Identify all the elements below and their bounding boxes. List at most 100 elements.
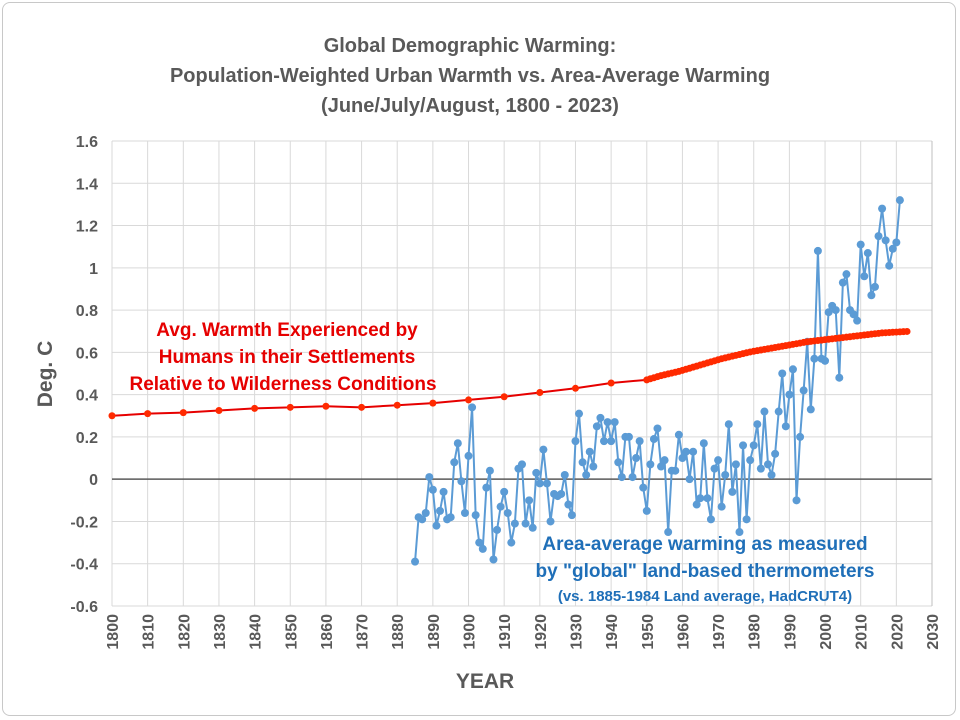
red-annotation-line1: Avg. Warmth Experienced by	[156, 320, 418, 341]
blue-series-point	[500, 487, 509, 496]
red-series-point	[251, 404, 259, 412]
blue-series-point	[721, 470, 730, 479]
blue-series-point	[589, 462, 598, 471]
x-tick-label: 1960	[675, 614, 692, 650]
blue-series-point	[888, 244, 897, 253]
blue-series-point	[653, 424, 662, 433]
red-series-point	[144, 410, 152, 418]
y-tick-label: 0.6	[76, 345, 98, 362]
blue-series-point	[485, 466, 494, 475]
blue-series-point	[831, 306, 840, 315]
red-series-point	[465, 396, 473, 404]
blue-series-point	[860, 272, 869, 281]
red-series-point	[358, 403, 366, 411]
blue-series-point	[674, 430, 683, 439]
blue-series-point	[728, 487, 737, 496]
x-tick-label: 2010	[854, 614, 871, 650]
blue-series-point	[411, 557, 420, 566]
blue-series-point	[628, 473, 637, 482]
blue-series-point	[696, 494, 705, 503]
blue-series-point	[856, 240, 865, 249]
blue-series-point	[493, 525, 502, 534]
y-axis-label: Deg. C	[34, 341, 57, 408]
blue-series-point	[418, 515, 427, 524]
blue-series-point	[496, 502, 505, 511]
blue-series-point	[571, 437, 580, 446]
blue-series-point	[771, 449, 780, 458]
blue-series-point	[849, 310, 858, 319]
red-series-point	[179, 409, 187, 417]
blue-series-point	[582, 470, 591, 479]
blue-series-point	[885, 261, 894, 270]
red-annotation-line3: Relative to Wilderness Conditions	[129, 374, 436, 395]
blue-series-point	[535, 479, 544, 488]
blue-series-point	[603, 418, 612, 427]
blue-series-point	[632, 454, 641, 463]
blue-annotation-line2: by "global" land-based thermometers	[536, 561, 875, 582]
blue-series-point	[542, 479, 551, 488]
blue-series-point	[870, 282, 879, 291]
x-tick-label: 1910	[497, 614, 514, 650]
blue-series-point	[774, 407, 783, 416]
blue-series-point	[528, 523, 537, 532]
blue-series-point	[838, 278, 847, 287]
x-tick-label: 1860	[319, 614, 336, 650]
y-tick-label: 1.6	[76, 134, 98, 151]
x-tick-label: 1820	[176, 614, 193, 650]
red-series-point	[571, 384, 579, 392]
blue-series-point	[881, 236, 890, 245]
blue-series-point	[892, 238, 901, 247]
blue-series-point	[649, 435, 658, 444]
red-series-point	[393, 401, 401, 409]
x-tick-label: 1800	[105, 614, 122, 650]
blue-series-point	[706, 515, 715, 524]
blue-series-point	[575, 409, 584, 418]
x-tick-label: 1990	[782, 614, 799, 650]
blue-series-point	[660, 456, 669, 465]
blue-series-point	[539, 445, 548, 454]
chart-title-line3: (June/July/August, 1800 - 2023)	[321, 95, 619, 117]
blue-series-point	[425, 473, 434, 482]
blue-series-point	[532, 468, 541, 477]
blue-series-point	[785, 390, 794, 399]
blue-series-point	[439, 487, 448, 496]
blue-series-point	[646, 460, 655, 469]
blue-series-point	[671, 466, 680, 475]
blue-series-point	[475, 538, 484, 547]
y-tick-label: 0.8	[76, 303, 98, 320]
x-tick-label: 1930	[568, 614, 585, 650]
x-tick-label: 1980	[747, 614, 764, 650]
blue-series-point	[749, 441, 758, 450]
blue-series-point	[731, 460, 740, 469]
y-tick-label: -0.4	[70, 557, 98, 574]
x-tick-label: 1830	[212, 614, 229, 650]
blue-series-point	[464, 451, 473, 460]
x-tick-label: 1840	[248, 614, 265, 650]
blue-series-point	[703, 494, 712, 503]
blue-series-point	[510, 519, 519, 528]
red-annotation-line2: Humans in their Settlements	[159, 347, 416, 368]
blue-series-point	[756, 464, 765, 473]
x-tick-label: 2000	[818, 614, 835, 650]
blue-series-point	[507, 538, 516, 547]
red-series-point	[607, 379, 615, 387]
blue-series-point	[685, 475, 694, 484]
blue-series-point	[478, 544, 487, 553]
blue-series-point	[468, 403, 477, 412]
blue-series-point	[578, 458, 587, 467]
y-tick-label: 1.2	[76, 219, 98, 236]
blue-series-point	[874, 232, 883, 241]
y-tick-label: 0.2	[76, 430, 98, 447]
blue-series-point	[432, 521, 441, 530]
x-tick-label: 1970	[711, 614, 728, 650]
blue-series-point	[678, 454, 687, 463]
x-tick-label: 1940	[604, 614, 621, 650]
blue-series-point	[503, 509, 512, 517]
blue-series-point	[525, 496, 534, 505]
blue-series-point	[710, 464, 719, 473]
red-series-point	[108, 412, 116, 420]
y-tick-label: -0.6	[70, 599, 98, 616]
blue-annotation-note: (vs. 1885-1984 Land average, HadCRUT4)	[558, 588, 852, 605]
